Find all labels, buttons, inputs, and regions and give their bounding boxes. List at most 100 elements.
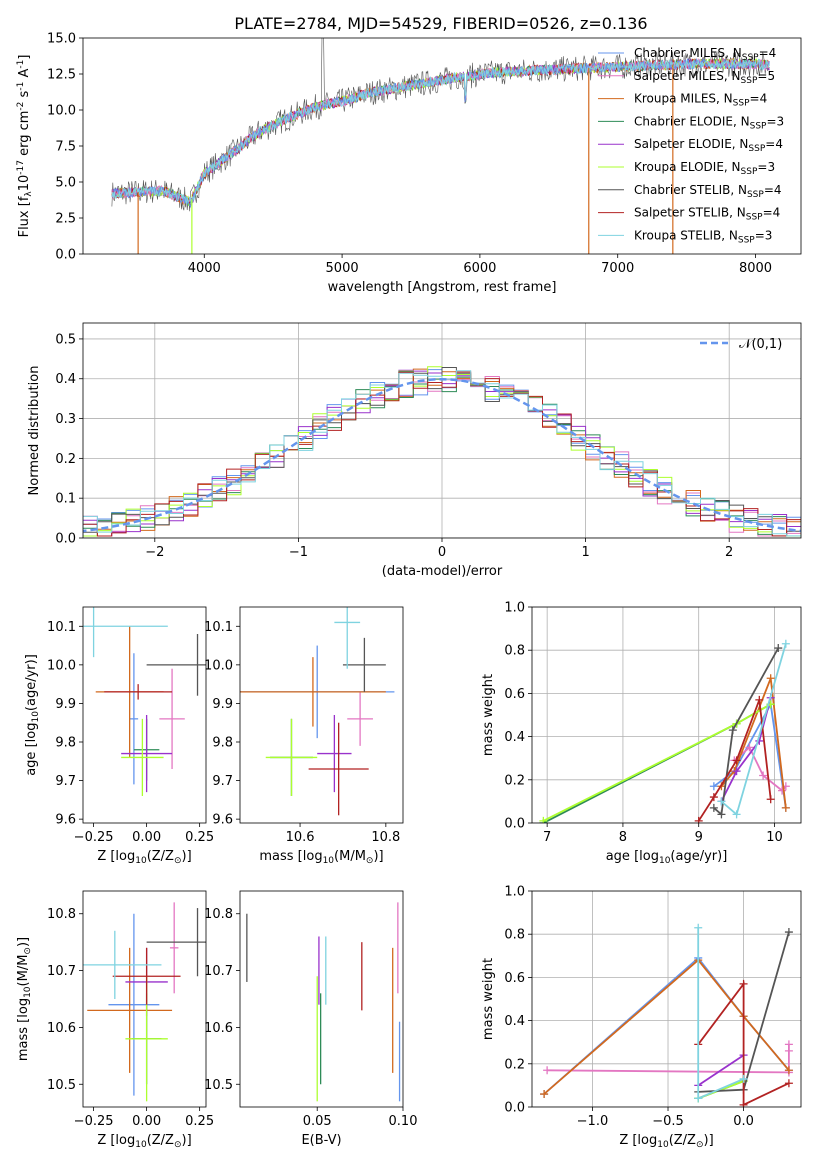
error-bar-point [342, 637, 386, 692]
x-tick-label: −2 [145, 545, 164, 560]
x-tick-label: 0.0 [733, 1114, 754, 1129]
legend-label: Kroupa STELIB, NSSP=3 [634, 228, 772, 245]
y-tick-label: 10.5 [204, 1078, 233, 1093]
error-bar-point [347, 691, 373, 746]
y-tick-label: 0.1 [55, 492, 76, 507]
weight-marker [709, 782, 718, 791]
y-tick-label: 9.6 [212, 813, 233, 828]
x-tick-label: 8 [619, 830, 627, 845]
x-tick-label: 1 [581, 545, 589, 560]
legend: Chabrier MILES, NSSP=4 Salpeter MILES, NS… [598, 46, 784, 245]
weight-marker [784, 1040, 793, 1049]
x-tick-label: 7000 [601, 261, 634, 276]
error-bar-point [83, 607, 168, 658]
x-tick-label: 9 [695, 830, 703, 845]
axes-frame [239, 606, 404, 824]
x-axis-label: age [log10(age/yr)] [606, 849, 728, 866]
plot-area [532, 891, 801, 1107]
y-axis-label: mass weight [481, 674, 496, 756]
weight-series [540, 953, 793, 1099]
error-bar-point [334, 607, 361, 669]
weight-series [709, 644, 783, 819]
y-axis-label: Flux [fλ10-17 erg cm-2 s-1 A-1] [16, 55, 34, 238]
weight-series [694, 1051, 748, 1090]
x-tick-label: −0.5 [652, 1114, 684, 1129]
error-bar-point [87, 947, 173, 1073]
error-bar-point [146, 634, 206, 696]
error-bar-point [104, 684, 173, 700]
y-tick-label: 10.1 [204, 620, 233, 635]
spectrum-series [111, 57, 770, 208]
weight-marker [543, 1066, 552, 1075]
weight-line [720, 697, 772, 802]
error-bar-point [159, 668, 185, 769]
panel-massweight-vs-age: 7 8 9 10 0.0 0.2 0.4 0.6 0.8 1.0 age [log10(age/yr… [481, 601, 802, 866]
x-tick-label: −0.25 [74, 1114, 114, 1129]
panel-residual-histogram: −2 −1 0 1 2 0.0 0.1 0.2 0.3 0.4 0.5 (data-model)/er… [27, 322, 802, 579]
error-bar-point [121, 718, 164, 796]
y-tick-label: 10.8 [204, 907, 233, 922]
panel-massweight-vs-Z: −1.0 −0.5 0.0 0.0 0.2 0.4 0.6 0.8 1.0 Z [log10(Z/… [481, 885, 802, 1150]
panel-age-vs-mass: 10.6 10.8 9.6 9.7 9.8 9.9 10.0 10.1 mass [log10(… [204, 606, 404, 866]
error-bar-point [240, 657, 386, 727]
weight-marker [540, 1090, 549, 1099]
x-tick-label: 10.6 [286, 830, 315, 845]
y-tick-label: 0.0 [504, 817, 525, 832]
error-bar-point [121, 715, 173, 793]
y-tick-label: 0.2 [504, 773, 525, 788]
y-tick-label: 7.5 [55, 140, 76, 155]
weight-marker [759, 771, 768, 780]
y-axis-label: Normed distribution [27, 366, 42, 496]
x-axis-label: (data-model)/error [382, 564, 503, 579]
legend-label: Kroupa MILES, NSSP=4 [634, 92, 767, 109]
y-tick-label: 10.1 [47, 620, 76, 635]
weight-marker [709, 803, 718, 812]
y-tick-label: 0.0 [55, 248, 76, 263]
weight-marker [709, 793, 718, 802]
weight-series [694, 923, 748, 1103]
x-tick-label: 2 [725, 545, 733, 560]
y-tick-label: 0.2 [55, 452, 76, 467]
axes-frame [82, 322, 802, 539]
y-tick-label: 10.8 [47, 907, 76, 922]
x-tick-label: 4000 [188, 261, 221, 276]
weight-marker [732, 810, 741, 819]
y-tick-label: 12.5 [47, 68, 76, 83]
y-tick-label: 2.5 [55, 212, 76, 227]
x-tick-label: 6000 [463, 261, 496, 276]
legend-label: Salpeter ELODIE, NSSP=4 [634, 137, 783, 154]
y-tick-label: 5.0 [55, 176, 76, 191]
panel-age-vs-Z: −0.25 0.00 0.25 9.6 9.7 9.8 9.9 10.0 10.1 Z [log1… [24, 606, 214, 866]
x-tick-label: 0.10 [389, 1114, 418, 1129]
error-bar-point [265, 718, 318, 796]
legend-label: Chabrier ELODIE, NSSP=3 [634, 114, 784, 131]
y-tick-label: 10.7 [47, 964, 76, 979]
legend-label: Salpeter STELIB, NSSP=4 [634, 206, 780, 223]
x-axis-label: wavelength [Angstrom, rest frame] [328, 280, 557, 295]
plot-area [532, 607, 801, 823]
x-axis-label: Z [log10(Z/Z⊙)] [97, 1133, 191, 1150]
x-tick-label: −1.0 [577, 1114, 609, 1129]
panel-mass-vs-EBV: 0.05 0.10 10.5 10.6 10.7 10.8 E(B-V) [204, 890, 418, 1148]
weight-marker [784, 1066, 793, 1075]
axes-frame [531, 890, 802, 1108]
x-tick-label: −0.25 [74, 830, 114, 845]
plot-area [246, 902, 401, 1102]
weight-marker [732, 767, 741, 776]
y-tick-label: 0.5 [55, 332, 76, 347]
x-tick-label: 0.05 [303, 1114, 332, 1129]
x-tick-label: 10 [766, 830, 783, 845]
x-tick-label: 0.25 [185, 1114, 214, 1129]
plot-area [240, 607, 395, 816]
x-tick-label: 7 [543, 830, 551, 845]
weight-marker [766, 795, 775, 804]
x-axis-label: E(B-V) [301, 1133, 341, 1148]
weight-marker [739, 1100, 748, 1107]
x-axis-label: Z [log10(Z/Z⊙)] [619, 1133, 713, 1150]
weight-series [717, 639, 790, 819]
y-tick-label: 10.0 [47, 104, 76, 119]
axes-frame [531, 606, 802, 824]
weight-line [713, 701, 787, 809]
y-tick-label: 0.6 [504, 971, 525, 986]
x-axis-label: mass [log10(M/M⊙)] [259, 849, 383, 866]
